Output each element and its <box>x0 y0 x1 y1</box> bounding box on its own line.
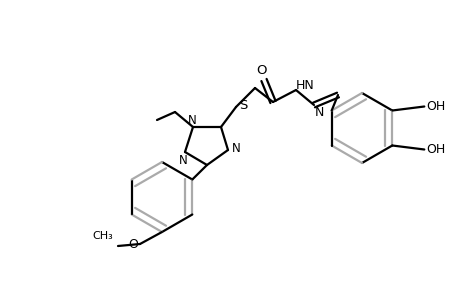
Text: N: N <box>313 106 323 118</box>
Text: OH: OH <box>426 143 445 156</box>
Text: OH: OH <box>426 100 445 113</box>
Text: S: S <box>238 98 246 112</box>
Text: O: O <box>256 64 267 76</box>
Text: N: N <box>231 142 240 154</box>
Text: CH₃: CH₃ <box>92 231 113 241</box>
Text: O: O <box>128 238 138 250</box>
Text: N: N <box>178 154 187 166</box>
Text: N: N <box>187 113 196 127</box>
Text: HN: HN <box>295 79 313 92</box>
